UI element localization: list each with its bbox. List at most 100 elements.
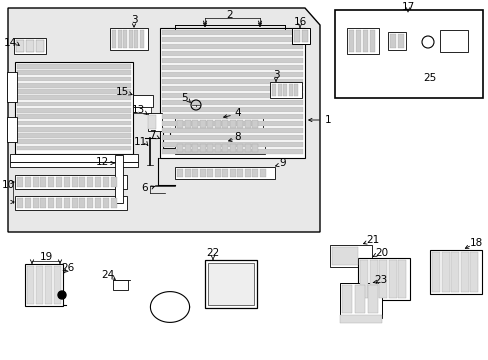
Bar: [110, 177, 116, 187]
Bar: [162, 79, 303, 84]
Text: 23: 23: [374, 275, 387, 285]
Bar: [17, 139, 131, 144]
Bar: [229, 120, 235, 128]
Bar: [56, 177, 62, 187]
Bar: [450, 252, 458, 292]
Bar: [95, 177, 101, 187]
Bar: [222, 144, 227, 152]
Bar: [162, 142, 303, 147]
Bar: [15, 196, 127, 210]
Bar: [184, 144, 190, 152]
Bar: [293, 84, 297, 96]
Bar: [162, 128, 303, 133]
Bar: [441, 252, 448, 292]
Bar: [329, 245, 371, 267]
Bar: [148, 115, 156, 129]
Bar: [175, 142, 264, 154]
Bar: [113, 280, 128, 290]
Bar: [192, 144, 198, 152]
Bar: [25, 264, 63, 306]
Bar: [162, 100, 303, 105]
Bar: [162, 65, 303, 70]
Text: 25: 25: [423, 73, 436, 83]
Bar: [7, 72, 17, 102]
Bar: [244, 144, 250, 152]
Bar: [469, 252, 477, 292]
Bar: [244, 120, 250, 128]
Bar: [112, 30, 116, 48]
Text: 17: 17: [401, 2, 414, 12]
Bar: [431, 252, 439, 292]
Bar: [251, 144, 258, 152]
Bar: [17, 102, 131, 107]
Bar: [123, 30, 127, 48]
Circle shape: [58, 291, 66, 299]
Bar: [184, 169, 190, 177]
Bar: [229, 144, 235, 152]
Text: 7: 7: [148, 130, 155, 140]
Text: 12: 12: [95, 157, 108, 167]
Bar: [133, 107, 151, 113]
Text: 26: 26: [61, 263, 75, 273]
Bar: [17, 121, 131, 125]
Bar: [346, 28, 378, 54]
Text: 22: 22: [206, 248, 219, 258]
Bar: [378, 260, 386, 298]
Bar: [387, 32, 405, 50]
Bar: [17, 198, 23, 208]
Bar: [26, 40, 34, 52]
Bar: [387, 260, 396, 298]
Bar: [160, 28, 305, 158]
Bar: [36, 266, 43, 304]
Bar: [162, 51, 303, 56]
Text: 11: 11: [133, 137, 146, 147]
Bar: [331, 247, 357, 265]
Bar: [339, 315, 381, 323]
Bar: [17, 133, 131, 138]
Bar: [102, 198, 108, 208]
Bar: [71, 198, 78, 208]
Bar: [17, 146, 131, 150]
Bar: [115, 155, 123, 203]
Bar: [341, 285, 351, 313]
Bar: [14, 38, 46, 54]
Bar: [206, 169, 213, 177]
Bar: [162, 72, 303, 77]
Text: 3: 3: [272, 70, 279, 80]
Bar: [79, 198, 85, 208]
Bar: [207, 263, 253, 305]
Text: 8: 8: [234, 132, 241, 142]
Bar: [25, 198, 31, 208]
Bar: [162, 37, 303, 42]
Bar: [397, 34, 403, 48]
Bar: [95, 198, 101, 208]
Bar: [48, 177, 54, 187]
Bar: [63, 198, 70, 208]
Bar: [362, 30, 367, 52]
Bar: [206, 144, 213, 152]
Bar: [10, 154, 138, 162]
Bar: [162, 107, 303, 112]
Bar: [229, 169, 235, 177]
Bar: [87, 198, 93, 208]
Bar: [302, 30, 307, 42]
Bar: [27, 266, 34, 304]
Bar: [397, 260, 405, 298]
Bar: [192, 120, 198, 128]
Text: 9: 9: [279, 158, 286, 168]
Bar: [17, 177, 23, 187]
Bar: [359, 260, 367, 298]
Bar: [17, 64, 131, 69]
Text: 15: 15: [115, 87, 128, 97]
Bar: [214, 144, 220, 152]
Bar: [25, 177, 31, 187]
Bar: [17, 77, 131, 81]
Bar: [244, 169, 250, 177]
Bar: [17, 108, 131, 113]
Text: 3: 3: [130, 15, 137, 25]
Text: 5: 5: [182, 93, 188, 103]
Bar: [45, 266, 52, 304]
Bar: [251, 120, 258, 128]
Bar: [162, 93, 303, 98]
Bar: [36, 40, 44, 52]
